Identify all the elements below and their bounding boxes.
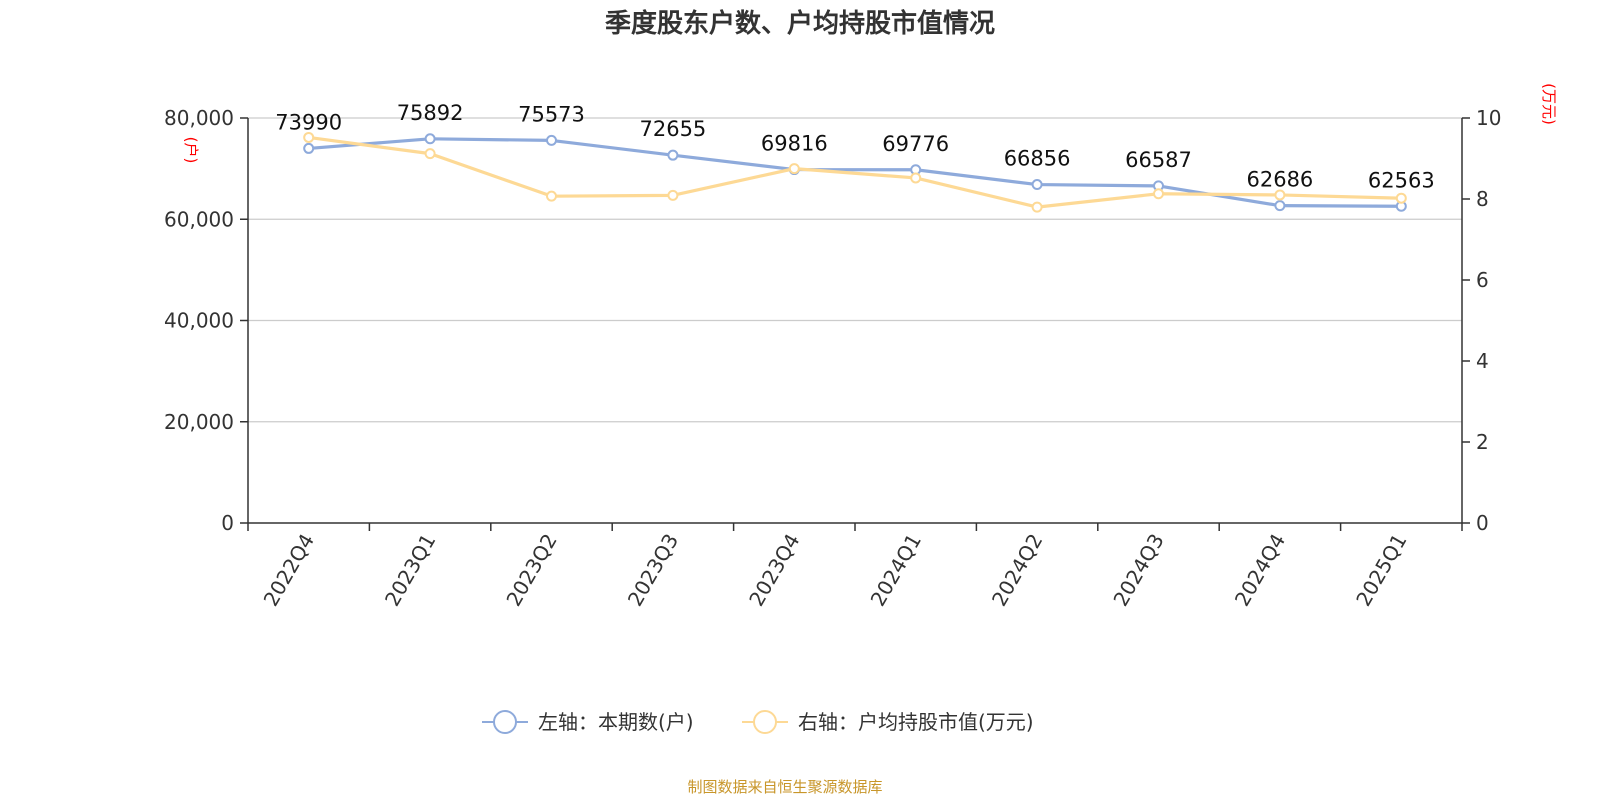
x-axis-label: 2023Q2: [501, 530, 561, 611]
data-label: 75573: [518, 102, 585, 126]
x-axis-label: 2024Q2: [987, 530, 1047, 611]
left-axis-tick-label: 20,000: [164, 410, 234, 434]
legend[interactable]: 左轴：本期数(户) 右轴：户均持股市值(万元): [482, 710, 1034, 734]
data-label: 66587: [1125, 148, 1192, 172]
data-label: 72655: [639, 117, 706, 141]
data-point: [1395, 192, 1407, 204]
left-axis-unit: (户): [182, 137, 200, 164]
left-axis-tick-label: 80,000: [164, 106, 234, 130]
x-axis-label: 2024Q1: [866, 530, 926, 611]
gridlines: [248, 117, 1462, 423]
left-axis-tick-label: 60,000: [164, 207, 234, 231]
data-label: 75892: [397, 101, 464, 125]
data-point: [667, 149, 679, 161]
x-axis-label: 2023Q3: [623, 530, 683, 611]
data-point: [910, 172, 922, 184]
data-point: [424, 148, 436, 160]
data-point: [1274, 189, 1286, 201]
data-point: [303, 142, 315, 154]
legend-item-1[interactable]: 左轴：本期数(户): [482, 710, 694, 734]
right-axis-tick-label: 4: [1476, 349, 1489, 373]
right-axis-tick-label: 2: [1476, 430, 1489, 454]
data-point: [1031, 179, 1043, 191]
legend-item-2[interactable]: 右轴：户均持股市值(万元): [742, 710, 1034, 734]
axes: 0 20,000 40,000 60,000 80,000 0 2 4 6 8 10 (户) (万元) 2…: [164, 83, 1558, 610]
data-label: 62686: [1246, 168, 1313, 192]
left-axis-tick-label: 0: [221, 511, 234, 535]
data-point: [424, 133, 436, 145]
x-axis-label: 2022Q4: [259, 530, 319, 611]
data-label: 73990: [275, 110, 342, 134]
data-point: [1153, 188, 1164, 200]
series-group: 73990 75892 75573 72655 69816 69776 66856 66587…: [275, 101, 1435, 213]
legend-marker: [493, 710, 517, 734]
legend-label: 左轴：本期数(户): [538, 710, 694, 734]
right-axis-tick-label: 6: [1476, 268, 1489, 292]
data-point: [1274, 200, 1286, 212]
right-axis-tick-label: 0: [1476, 511, 1489, 535]
data-label: 66856: [1004, 147, 1071, 171]
left-axis-tick-label: 40,000: [164, 309, 234, 333]
series-line: [308, 135, 1402, 209]
data-point: [788, 163, 800, 175]
data-label: 69776: [882, 132, 949, 156]
chart-title: 季度股东户数、户均持股市值情况: [605, 8, 995, 39]
x-axis-label: 2024Q3: [1108, 530, 1168, 611]
data-point: [1031, 201, 1043, 213]
data-point: [546, 190, 557, 202]
data-label: 69816: [761, 132, 828, 156]
data-label: 62563: [1368, 168, 1435, 192]
right-axis-unit: (万元): [1540, 83, 1558, 125]
data-point: [303, 131, 315, 143]
x-axis-label: 2025Q1: [1351, 530, 1411, 611]
right-axis-tick-label: 10: [1476, 106, 1501, 130]
data-point: [546, 134, 557, 146]
legend-label: 右轴：户均持股市值(万元): [798, 710, 1034, 734]
x-axis-label: 2023Q4: [744, 530, 804, 611]
x-axis-label: 2023Q1: [380, 530, 440, 611]
x-axis-label: 2024Q4: [1230, 530, 1290, 611]
data-point: [667, 189, 679, 201]
source-note: 制图数据来自恒生聚源数据库: [687, 778, 882, 796]
right-axis-tick-label: 8: [1476, 187, 1489, 211]
legend-marker: [753, 710, 777, 734]
